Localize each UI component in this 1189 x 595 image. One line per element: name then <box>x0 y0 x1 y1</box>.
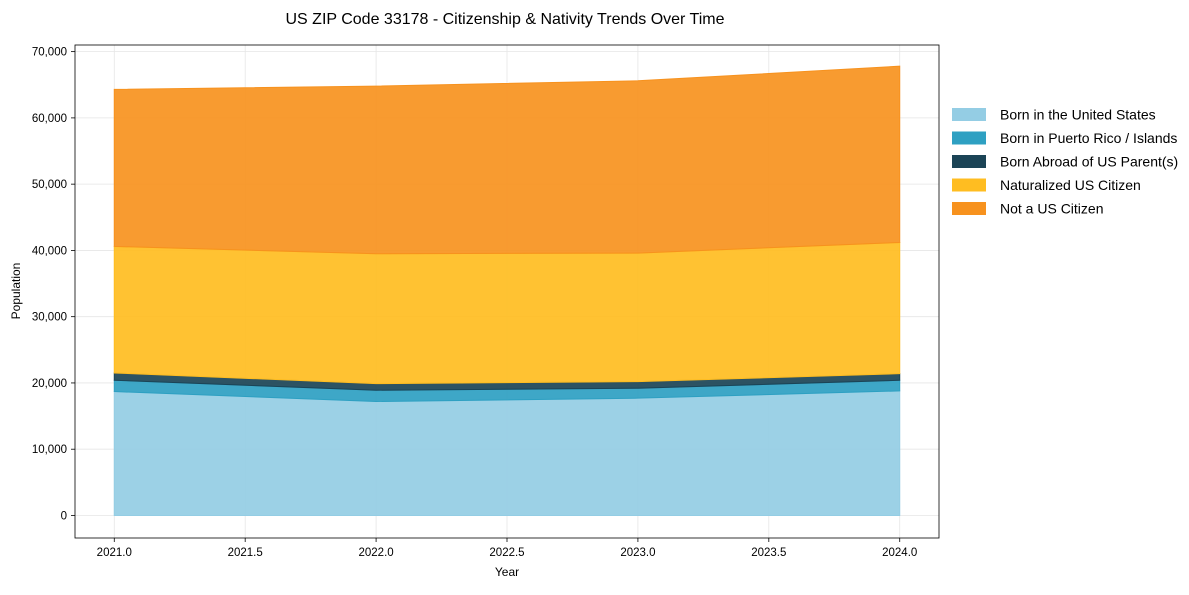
y-tick-label: 60,000 <box>32 113 67 125</box>
legend-label: Born in the United States <box>1000 107 1156 123</box>
area-series-5 <box>113 65 901 255</box>
legend-label: Born Abroad of US Parent(s) <box>1000 154 1178 170</box>
area-series-4 <box>113 241 901 385</box>
x-tick-label: 2021.0 <box>97 547 132 559</box>
y-tick-label: 10,000 <box>32 444 67 456</box>
legend-swatch <box>952 108 986 121</box>
y-axis-label: Population <box>9 263 23 320</box>
x-tick-label: 2023.0 <box>620 547 655 559</box>
legend-swatch <box>952 131 986 145</box>
y-axis-ticks: 0 10,000 20,000 30,000 40,000 50,000 60,000 70,… <box>32 47 75 522</box>
y-tick-label: 20,000 <box>32 378 67 390</box>
area-layer <box>113 65 901 516</box>
x-axis-label: Year <box>495 565 519 579</box>
legend-swatch <box>952 155 986 168</box>
y-tick-label: 0 <box>61 510 67 522</box>
legend-swatch <box>952 178 986 192</box>
legend-swatch <box>952 202 986 215</box>
x-tick-label: 2022.0 <box>358 547 393 559</box>
legend-label: Naturalized US Citizen <box>1000 177 1141 193</box>
x-tick-label: 2023.5 <box>751 547 786 559</box>
legend: Born in the United States Born in Puerto … <box>952 107 1178 217</box>
y-tick-label: 50,000 <box>32 179 67 191</box>
y-tick-label: 70,000 <box>32 47 67 59</box>
y-tick-label: 40,000 <box>32 245 67 257</box>
legend-label: Born in Puerto Rico / Islands <box>1000 130 1177 146</box>
x-tick-label: 2021.5 <box>228 547 263 559</box>
y-tick-label: 30,000 <box>32 312 67 324</box>
area-series-1 <box>113 390 901 516</box>
chart-title: US ZIP Code 33178 - Citizenship & Nativi… <box>286 11 725 28</box>
legend-label: Not a US Citizen <box>1000 201 1103 217</box>
x-axis-ticks: 2021.0 2021.5 2022.0 2022.5 2023.0 2023.5 2024… <box>97 538 917 559</box>
x-tick-label: 2022.5 <box>489 547 524 559</box>
x-tick-label: 2024.0 <box>882 547 917 559</box>
